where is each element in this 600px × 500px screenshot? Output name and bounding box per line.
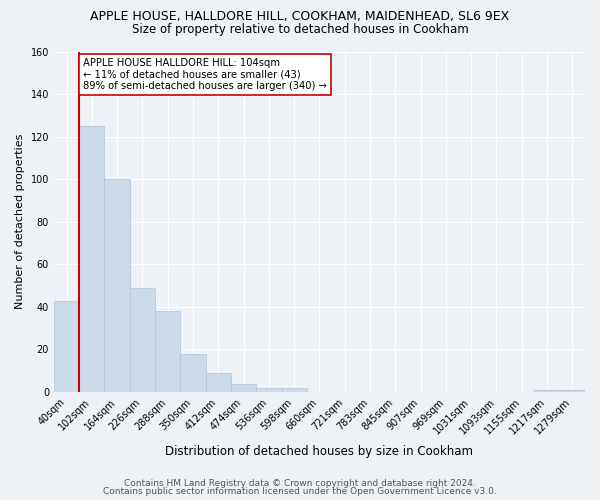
Bar [79, 126, 104, 392]
Bar [206, 373, 231, 392]
Bar [155, 311, 181, 392]
Text: Contains public sector information licensed under the Open Government Licence v3: Contains public sector information licen… [103, 487, 497, 496]
Bar [535, 390, 560, 392]
Bar [281, 388, 307, 392]
Bar [104, 179, 130, 392]
Bar [54, 300, 79, 392]
Bar [256, 388, 281, 392]
Bar [231, 384, 256, 392]
Text: APPLE HOUSE, HALLDORE HILL, COOKHAM, MAIDENHEAD, SL6 9EX: APPLE HOUSE, HALLDORE HILL, COOKHAM, MAI… [91, 10, 509, 23]
Bar [130, 288, 155, 392]
Text: APPLE HOUSE HALLDORE HILL: 104sqm
← 11% of detached houses are smaller (43)
89% : APPLE HOUSE HALLDORE HILL: 104sqm ← 11% … [83, 58, 327, 91]
X-axis label: Distribution of detached houses by size in Cookham: Distribution of detached houses by size … [166, 444, 473, 458]
Text: Size of property relative to detached houses in Cookham: Size of property relative to detached ho… [131, 22, 469, 36]
Bar [181, 354, 206, 392]
Bar [560, 390, 585, 392]
Text: Contains HM Land Registry data © Crown copyright and database right 2024.: Contains HM Land Registry data © Crown c… [124, 478, 476, 488]
Y-axis label: Number of detached properties: Number of detached properties [15, 134, 25, 310]
